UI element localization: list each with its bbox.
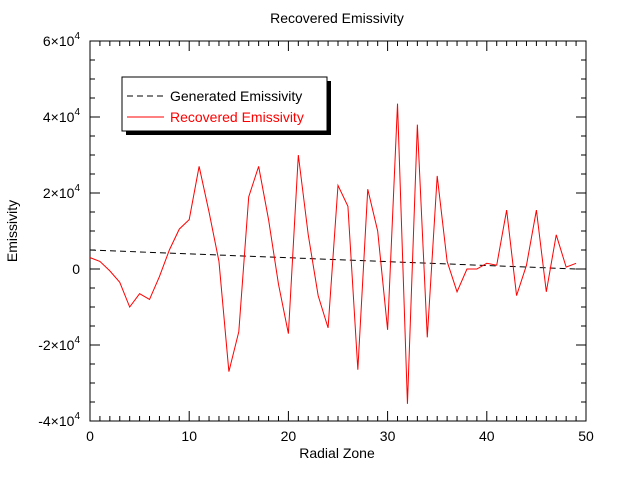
x-tick-label: 10 — [181, 428, 197, 444]
x-tick-label: 30 — [380, 428, 396, 444]
y-tick-label: -2×104 — [38, 335, 80, 353]
x-axis-label: Radial Zone — [299, 445, 375, 461]
legend-label-generated: Generated Emissivity — [170, 88, 302, 104]
legend-label-recovered: Recovered Emissivity — [170, 109, 304, 125]
y-tick-mantissa: 6×10 — [43, 33, 75, 49]
x-tick-label: 40 — [479, 428, 495, 444]
y-tick-label: 2×104 — [43, 183, 81, 201]
y-tick-label: 6×104 — [43, 31, 81, 49]
x-tick-label: 0 — [86, 428, 94, 444]
y-tick-exponent: 4 — [74, 31, 80, 42]
y-tick-mantissa: 4×10 — [43, 109, 75, 125]
y-axis-label: Emissivity — [4, 200, 20, 262]
y-tick-exponent: 4 — [74, 411, 80, 422]
x-tick-labels: 0 10 20 30 40 50 — [86, 428, 594, 444]
y-tick-mantissa: -2×10 — [38, 337, 74, 353]
y-tick-mantissa: 0 — [72, 261, 80, 277]
y-tick-label: 4×104 — [43, 107, 81, 125]
x-tick-label: 50 — [578, 428, 594, 444]
y-tick-label: 0 — [72, 261, 80, 277]
series-layer — [89, 103, 577, 404]
major-ticks — [89, 40, 587, 422]
y-tick-exponent: 4 — [74, 107, 80, 118]
legend-box — [121, 76, 328, 132]
y-tick-label: -4×104 — [38, 411, 80, 429]
minor-ticks — [90, 41, 586, 421]
y-tick-exponent: 4 — [74, 183, 80, 194]
y-tick-mantissa: -4×10 — [38, 413, 74, 429]
chart-title: Recovered Emissivity — [270, 10, 404, 26]
y-tick-exponent: 4 — [74, 335, 80, 346]
x-tick-label: 20 — [281, 428, 297, 444]
series-line-recovered — [89, 103, 577, 404]
legend: Generated Emissivity Recovered Emissivit… — [121, 76, 331, 135]
y-tick-mantissa: 2×10 — [43, 185, 75, 201]
